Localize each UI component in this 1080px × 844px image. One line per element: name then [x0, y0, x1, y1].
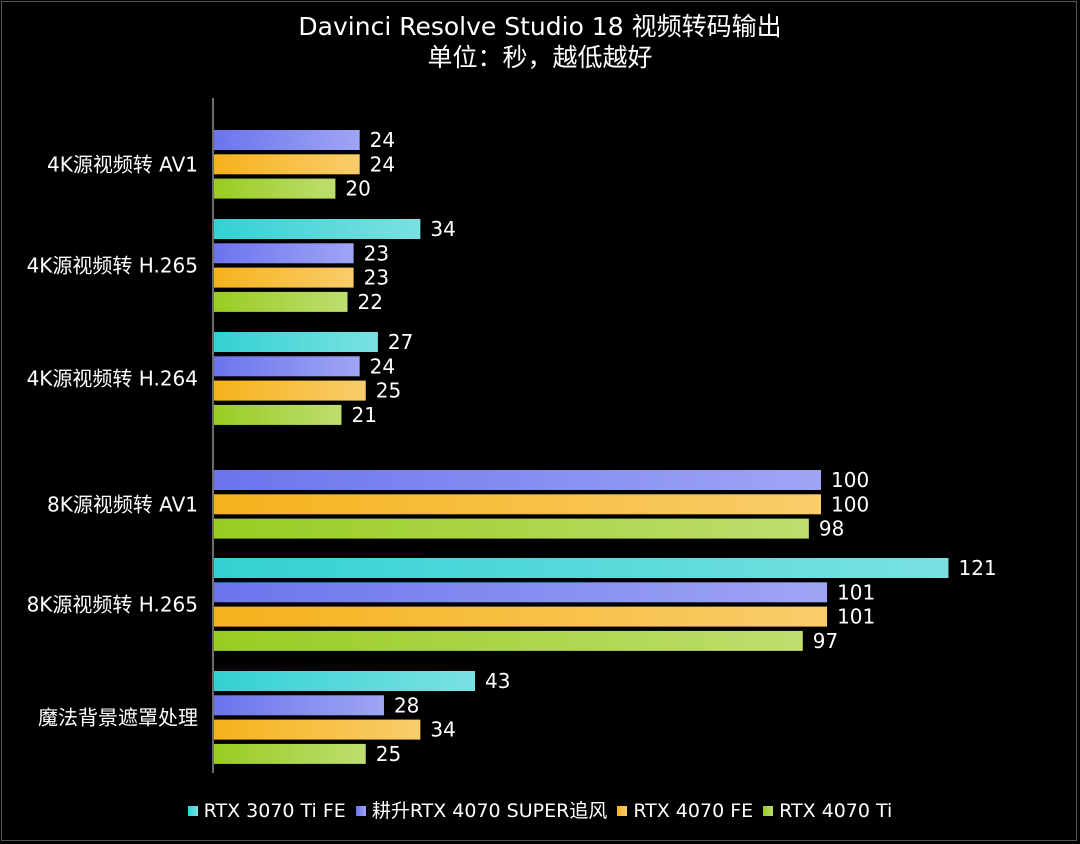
data-label: 34 [430, 718, 455, 742]
bar [214, 606, 828, 627]
bar [214, 743, 366, 764]
bar [214, 356, 360, 377]
category-label: 4K源视频转 H.265 [27, 253, 198, 277]
legend-swatch [355, 806, 366, 816]
chart-title: Davinci Resolve Studio 18 视频转码输出 [298, 12, 782, 41]
data-label: 27 [388, 330, 413, 354]
legend-item: 耕升RTX 4070 SUPER追风 [355, 798, 608, 824]
bar [214, 380, 366, 401]
data-label: 24 [370, 354, 395, 378]
bar [214, 470, 821, 490]
bar [214, 558, 949, 578]
legend-item: RTX 4070 FE [617, 798, 753, 824]
data-label: 25 [376, 379, 401, 403]
category-label: 8K源视频转 H.265 [27, 592, 198, 616]
data-label: 34 [430, 217, 455, 241]
legend-item: RTX 4070 Ti [763, 798, 892, 824]
bar [214, 178, 336, 199]
bar [214, 219, 421, 239]
data-label: 24 [370, 152, 395, 176]
legend-swatch [763, 806, 774, 816]
bar [214, 154, 360, 175]
category-label: 4K源视频转 H.264 [27, 366, 198, 390]
bar [214, 404, 342, 425]
data-label: 101 [837, 580, 875, 604]
legend-swatch [187, 806, 198, 816]
category-label: 4K源视频转 AV1 [47, 152, 198, 176]
data-label: 98 [819, 517, 844, 541]
data-label: 23 [364, 266, 389, 290]
category-label: 8K源视频转 AV1 [47, 492, 198, 516]
chart-subtitle: 单位：秒，越低越好 [427, 43, 653, 72]
bar [214, 695, 384, 716]
bar [214, 332, 378, 352]
bar [214, 291, 348, 312]
data-label: 100 [831, 492, 869, 516]
bar [214, 243, 354, 264]
data-label: 97 [813, 629, 838, 653]
data-label: 43 [485, 669, 510, 693]
data-label: 24 [370, 128, 395, 152]
bar [214, 719, 421, 740]
legend-label: 耕升RTX 4070 SUPER追风 [371, 800, 608, 822]
data-label: 20 [345, 177, 370, 201]
data-label: 22 [358, 290, 383, 314]
data-label: 121 [958, 556, 996, 580]
bar [214, 130, 360, 150]
bar [214, 630, 803, 651]
bar [214, 671, 476, 691]
bar [214, 518, 809, 539]
data-label: 101 [837, 605, 875, 629]
legend-label: RTX 4070 Ti [779, 800, 893, 822]
legend-label: RTX 4070 FE [633, 800, 754, 822]
legend-label: RTX 3070 Ti FE [203, 800, 346, 822]
category-label: 魔法背景遮罩处理 [38, 705, 198, 729]
legend: RTX 3070 Ti FE 耕升RTX 4070 SUPER追风 RTX 4070… [0, 798, 1080, 824]
data-label: 100 [831, 468, 869, 492]
legend-item: RTX 3070 Ti FE [187, 798, 346, 824]
data-label: 28 [394, 693, 419, 717]
legend-swatch [617, 806, 628, 816]
bar [214, 582, 828, 603]
bar [214, 494, 821, 515]
data-label: 21 [351, 403, 376, 427]
bar [214, 267, 354, 288]
data-label: 25 [376, 742, 401, 766]
data-label: 23 [364, 241, 389, 265]
